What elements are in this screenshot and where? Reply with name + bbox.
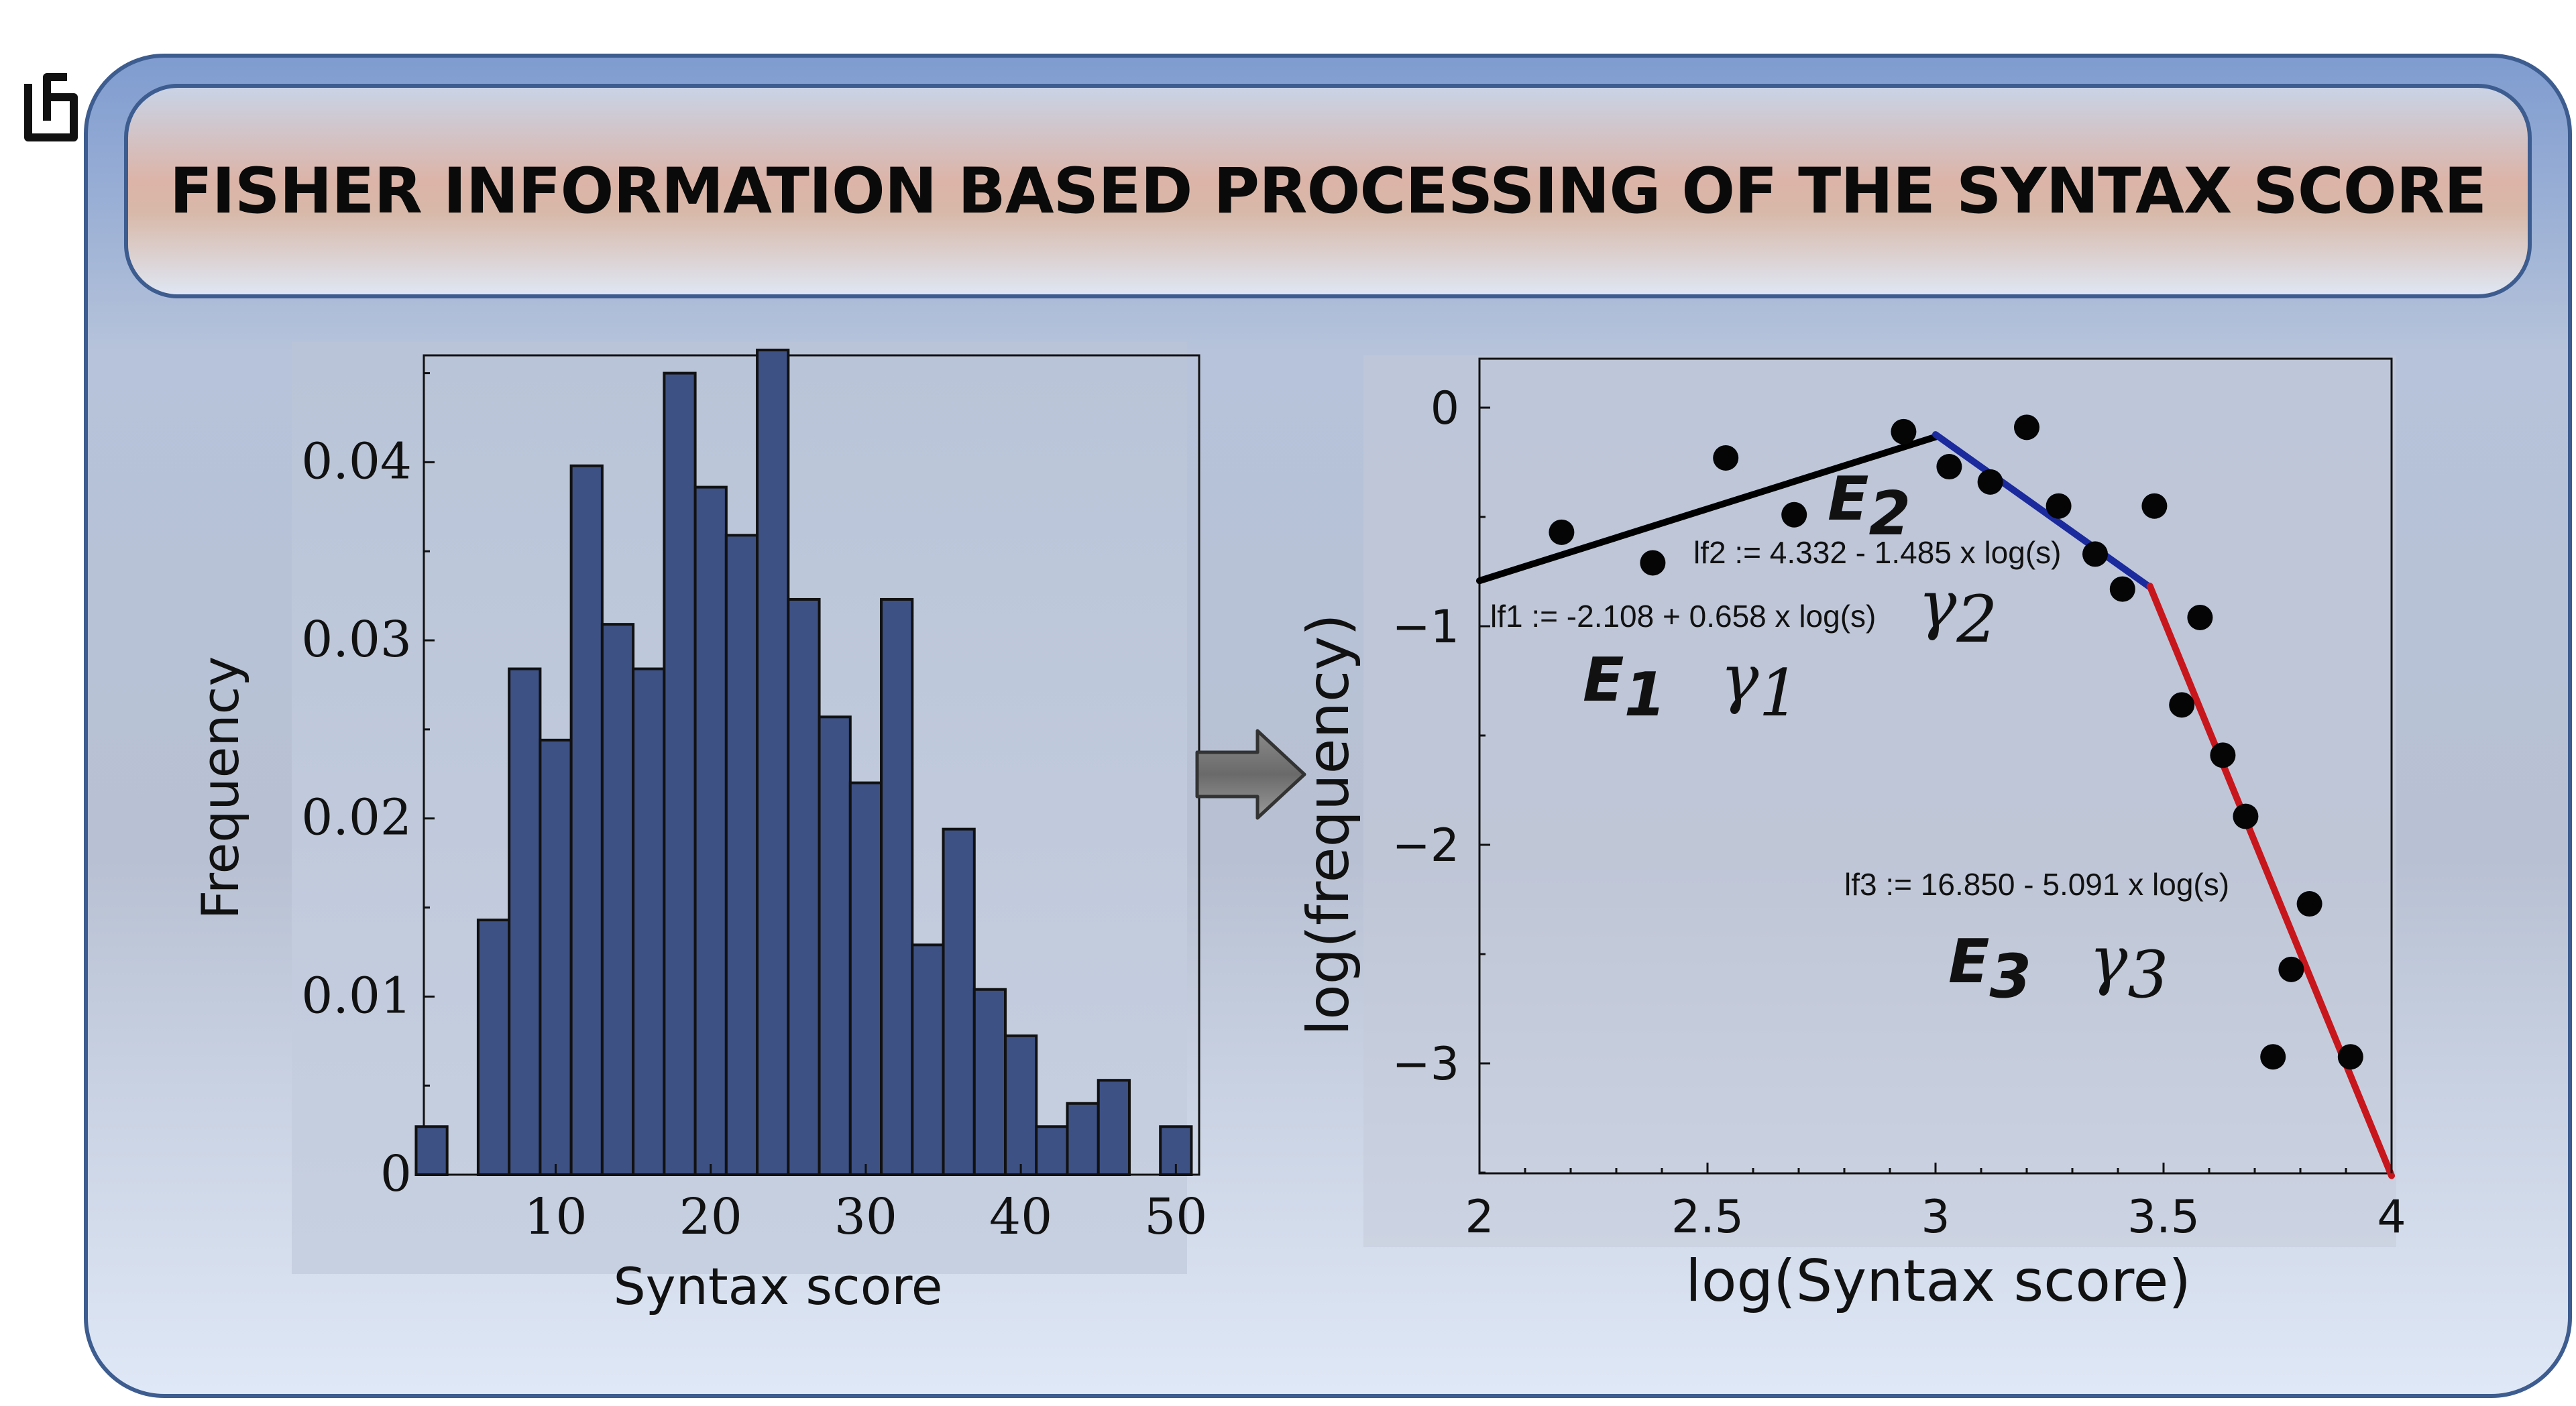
x-tick-label: 3.5 xyxy=(2127,1191,2200,1244)
y-tick-label: 0 xyxy=(380,1145,412,1203)
x-tick-label: 3 xyxy=(1921,1191,1950,1244)
y-tick-label: 0 xyxy=(1431,382,1459,435)
loglog-y-axis-label: log(frequency) xyxy=(1295,613,1362,1036)
scatter-point xyxy=(2169,692,2195,718)
histogram-bar xyxy=(1097,1079,1131,1176)
gamma-symbol-1: γ1 xyxy=(1720,641,1799,731)
loglog-plot-area-background xyxy=(1363,355,2396,1247)
x-tick-label: 50 xyxy=(1144,1188,1207,1246)
scatter-point xyxy=(2082,541,2108,567)
energy-symbol-e1: E1 xyxy=(1583,645,1666,730)
histogram-bar xyxy=(693,485,728,1176)
fit-line-lf2 xyxy=(1932,431,2153,591)
histogram-bar xyxy=(818,715,852,1176)
scatter-point xyxy=(1713,445,1739,471)
histogram-bar xyxy=(632,667,666,1176)
histogram-bar xyxy=(569,464,604,1176)
histogram-bar xyxy=(911,943,945,1177)
scatter-point xyxy=(2337,1044,2363,1070)
scatter-point xyxy=(1549,519,1575,545)
loglog-chart: 0 −1 −2 −3 2 2.5 3 3.5 4 log(frequency) log(Syn… xyxy=(1295,355,2406,1315)
histogram-bar xyxy=(972,988,1007,1176)
x-tick-label: 2 xyxy=(1465,1191,1494,1244)
scatter-point xyxy=(1640,550,1666,576)
title-banner: FISHER INFORMATION BASED PROCESSING OF T… xyxy=(124,84,2532,298)
x-tick-label: 40 xyxy=(989,1188,1052,1246)
scatter-point xyxy=(1891,418,1917,445)
scatter-point xyxy=(2260,1044,2286,1070)
histogram-y-ticks: 0 0.01 0.02 0.03 0.04 xyxy=(301,372,435,1203)
loglog-x-ticks: 2 2.5 3 3.5 4 xyxy=(1465,1163,2406,1244)
histogram-y-axis-label: Frequency xyxy=(190,656,250,920)
scatter-point xyxy=(2233,803,2259,829)
scatter-points xyxy=(1549,414,2363,1070)
y-tick-label: 0.03 xyxy=(301,611,412,668)
fit-line-lf1 xyxy=(1476,433,1939,585)
histogram-bar xyxy=(1035,1125,1069,1177)
histogram-bar xyxy=(724,534,759,1176)
y-tick-label: 0.04 xyxy=(301,432,412,490)
histogram-bar xyxy=(600,623,635,1176)
histogram-bar xyxy=(880,597,914,1176)
x-tick-label: 2.5 xyxy=(1671,1191,1744,1244)
scatter-point xyxy=(2278,956,2304,982)
fit-label-lf3: lf3 := 16.850 - 5.091 x log(s) xyxy=(1844,867,2229,902)
histogram-x-axis-label: Syntax score xyxy=(613,1256,942,1316)
energy-symbol-e2: E2 xyxy=(1828,464,1911,549)
scatter-point xyxy=(2187,604,2213,630)
x-tick-label: 10 xyxy=(524,1188,587,1246)
scatter-point xyxy=(2014,414,2039,441)
histogram-bar xyxy=(663,371,697,1177)
energy-symbol-e3: E3 xyxy=(1948,927,2031,1012)
histogram-bar xyxy=(848,781,883,1176)
fit-label-lf2: lf2 := 4.332 - 1.485 x log(s) xyxy=(1693,535,2061,570)
histogram-bar xyxy=(414,1125,449,1177)
histogram-bar xyxy=(787,597,821,1176)
y-tick-label: 0.01 xyxy=(301,967,412,1024)
scatter-point xyxy=(1781,502,1807,528)
histogram-bar xyxy=(539,738,573,1176)
scatter-point xyxy=(1936,454,1962,480)
scatter-point xyxy=(2296,891,2322,917)
y-tick-label: −3 xyxy=(1392,1038,1459,1091)
histogram-x-ticks: 10 20 30 40 50 xyxy=(477,1164,1207,1246)
logo-icon xyxy=(24,73,78,141)
gamma-symbol-3: γ3 xyxy=(2089,923,2168,1012)
histogram-bar xyxy=(476,919,511,1177)
histogram-bar xyxy=(1004,1034,1038,1176)
y-tick-label: 0.02 xyxy=(301,789,412,847)
loglog-y-ticks: 0 −1 −2 −3 xyxy=(1392,382,1490,1174)
scatter-point xyxy=(2109,576,2135,602)
x-tick-label: 30 xyxy=(834,1188,897,1246)
loglog-x-axis-label: log(Syntax score) xyxy=(1685,1248,2191,1315)
y-tick-label: −1 xyxy=(1392,601,1459,654)
histogram-bar xyxy=(1159,1125,1193,1177)
histogram-bar xyxy=(942,827,976,1176)
histogram-bars xyxy=(414,349,1193,1177)
x-tick-label: 20 xyxy=(679,1188,742,1246)
histogram-bar xyxy=(1066,1102,1100,1177)
scatter-point xyxy=(2046,493,2072,519)
scatter-point xyxy=(2210,742,2236,768)
page-title: FISHER INFORMATION BASED PROCESSING OF T… xyxy=(169,154,2487,228)
histogram-bar xyxy=(756,349,790,1177)
scatter-point xyxy=(2141,493,2168,519)
fit-line-lf3 xyxy=(2146,582,2395,1179)
fit-label-lf1: lf1 := -2.108 + 0.658 x log(s) xyxy=(1490,599,1876,634)
fit-lines xyxy=(1476,431,2395,1179)
histogram-bar xyxy=(508,667,542,1176)
right-arrow-icon xyxy=(1195,729,1306,820)
gamma-symbol-2: γ2 xyxy=(1918,567,1997,657)
histogram-chart: 0 0.01 0.02 0.03 0.04 10 20 30 40 50 Frequency S… xyxy=(190,349,1207,1316)
y-tick-label: −2 xyxy=(1392,819,1459,872)
x-tick-label: 4 xyxy=(2377,1191,2406,1244)
scatter-point xyxy=(1977,469,2003,495)
